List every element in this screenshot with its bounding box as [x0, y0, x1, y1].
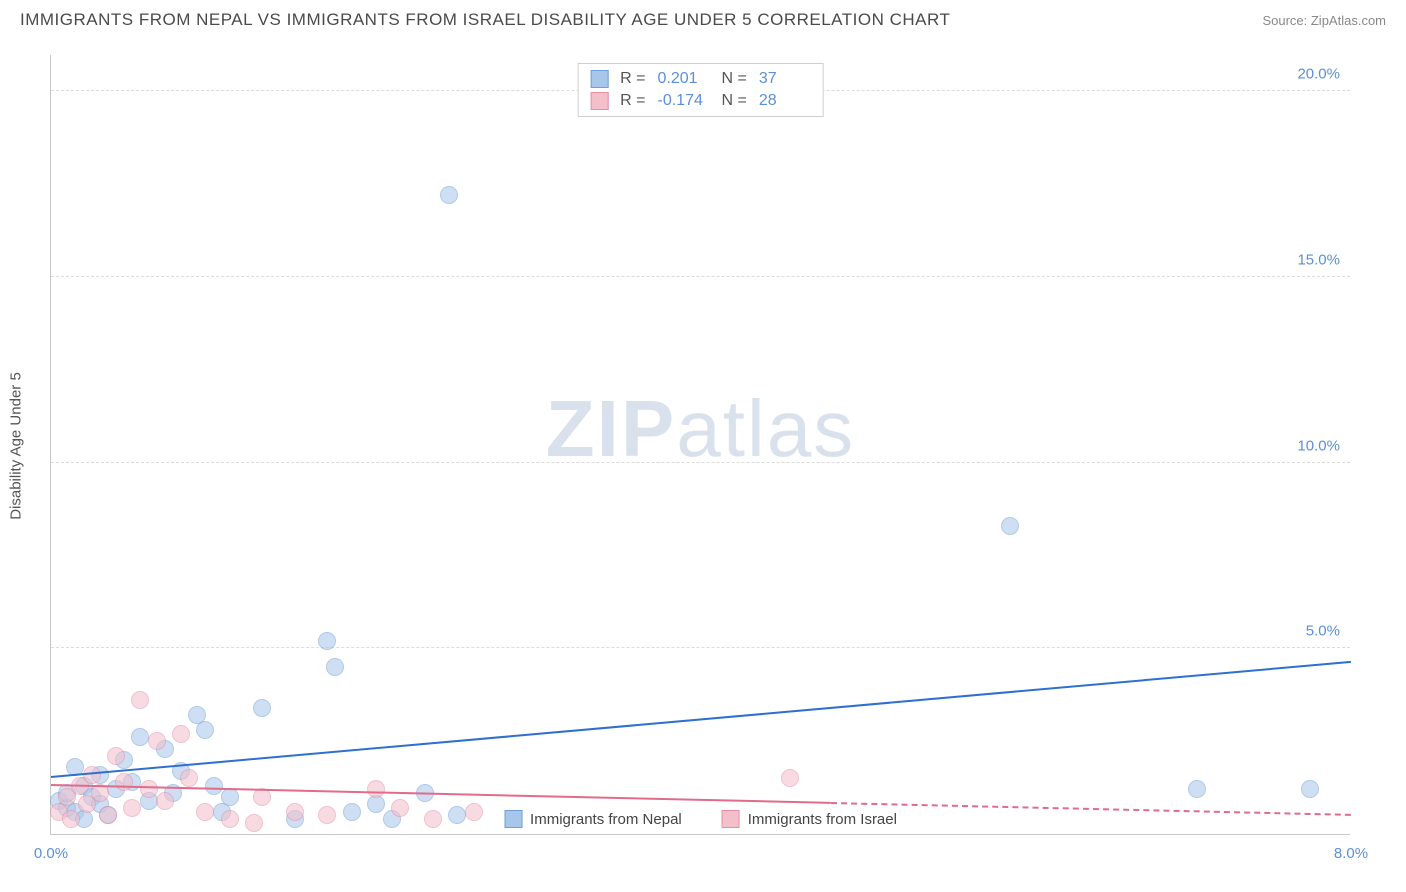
legend-row: R = 0.201 N = 37: [590, 68, 811, 90]
x-tick-label: 8.0%: [1334, 845, 1368, 862]
data-point: [448, 806, 466, 824]
data-point: [62, 810, 80, 828]
data-point: [140, 780, 158, 798]
plot-area: ZIPatlas 5.0%10.0%15.0%20.0%0.0%8.0%R =0…: [50, 55, 1350, 835]
data-point: [1188, 780, 1206, 798]
legend-n-value: 28: [759, 92, 811, 110]
gridline: [51, 276, 1350, 277]
legend-r-label: R =: [620, 92, 645, 110]
data-point: [221, 810, 239, 828]
data-point: [781, 769, 799, 787]
data-point: [115, 773, 133, 791]
y-tick-label: 15.0%: [1297, 251, 1340, 268]
legend-item: Immigrants from Nepal: [504, 810, 682, 828]
data-point: [326, 658, 344, 676]
data-point: [180, 769, 198, 787]
legend-row: R = -0.174 N = 28: [590, 90, 811, 112]
data-point: [1001, 517, 1019, 535]
correlation-legend: R = 0.201 N = 37 R = -0.174 N = 28: [577, 63, 824, 117]
legend-swatch: [722, 810, 740, 828]
data-point: [156, 792, 174, 810]
trend-line: [51, 661, 1351, 778]
data-point: [196, 803, 214, 821]
data-point: [343, 803, 361, 821]
y-axis-label: Disability Age Under 5: [8, 372, 25, 520]
data-point: [172, 725, 190, 743]
data-point: [1301, 780, 1319, 798]
source-label: Source: ZipAtlas.com: [1262, 13, 1386, 28]
chart-title: IMMIGRANTS FROM NEPAL VS IMMIGRANTS FROM…: [20, 10, 950, 30]
data-point: [465, 803, 483, 821]
legend-series-name: Immigrants from Nepal: [530, 811, 682, 828]
legend-swatch: [504, 810, 522, 828]
data-point: [391, 799, 409, 817]
legend-n-label: N =: [722, 92, 747, 110]
y-tick-label: 20.0%: [1297, 66, 1340, 83]
legend-r-value: -0.174: [658, 92, 710, 110]
legend-n-value: 37: [759, 70, 811, 88]
data-point: [107, 747, 125, 765]
legend-r-label: R =: [620, 70, 645, 88]
data-point: [318, 806, 336, 824]
data-point: [131, 728, 149, 746]
legend-swatch: [590, 70, 608, 88]
data-point: [99, 806, 117, 824]
y-tick-label: 5.0%: [1306, 623, 1340, 640]
data-point: [221, 788, 239, 806]
data-point: [131, 691, 149, 709]
legend-swatch: [590, 92, 608, 110]
data-point: [196, 721, 214, 739]
data-point: [148, 732, 166, 750]
data-point: [205, 777, 223, 795]
series-legend: Immigrants from Nepal Immigrants from Isr…: [494, 810, 907, 828]
gridline: [51, 647, 1350, 648]
data-point: [245, 814, 263, 832]
data-point: [367, 780, 385, 798]
legend-item: Immigrants from Israel: [722, 810, 897, 828]
data-point: [253, 699, 271, 717]
x-tick-label: 0.0%: [34, 845, 68, 862]
legend-r-value: 0.201: [658, 70, 710, 88]
legend-series-name: Immigrants from Israel: [748, 811, 897, 828]
data-point: [318, 632, 336, 650]
y-tick-label: 10.0%: [1297, 437, 1340, 454]
data-point: [286, 803, 304, 821]
legend-n-label: N =: [722, 70, 747, 88]
trend-line: [831, 802, 1351, 816]
data-point: [424, 810, 442, 828]
gridline: [51, 462, 1350, 463]
data-point: [123, 799, 141, 817]
data-point: [440, 186, 458, 204]
